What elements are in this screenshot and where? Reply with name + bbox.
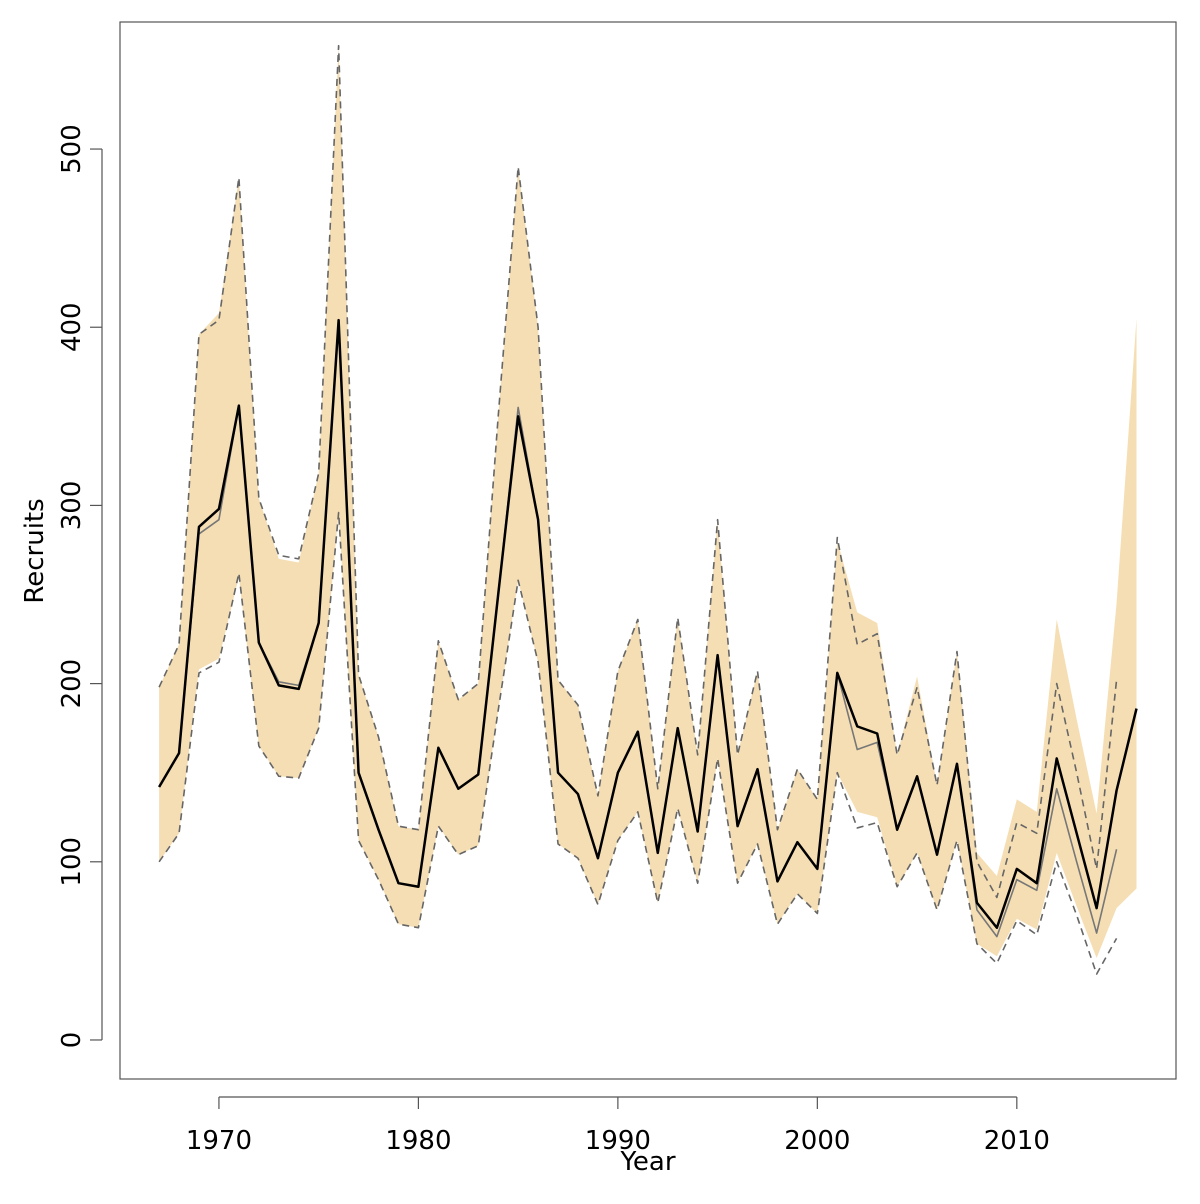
confidence-band [159,45,1137,959]
x-axis-label: Year [619,1147,675,1177]
series-line [158,511,1118,975]
x-tick-label: 2000 [784,1126,850,1156]
y-tick-label: 300 [57,481,87,531]
series-line [158,318,1138,929]
y-tick-label: 400 [57,302,87,352]
y-tick-label: 100 [57,837,87,887]
y-tick-label: 500 [57,124,87,174]
plot-frame [119,21,1177,1080]
y-axis-label: Recruits [20,498,50,603]
x-tick-label: 1990 [585,1126,651,1156]
y-tick-label: 200 [57,659,87,709]
x-tick-label: 2010 [984,1126,1050,1156]
y-tick-label: 0 [57,1032,87,1049]
x-tick-label: 1980 [385,1126,451,1156]
x-tick-label: 1970 [186,1126,252,1156]
series-line [158,44,1118,899]
